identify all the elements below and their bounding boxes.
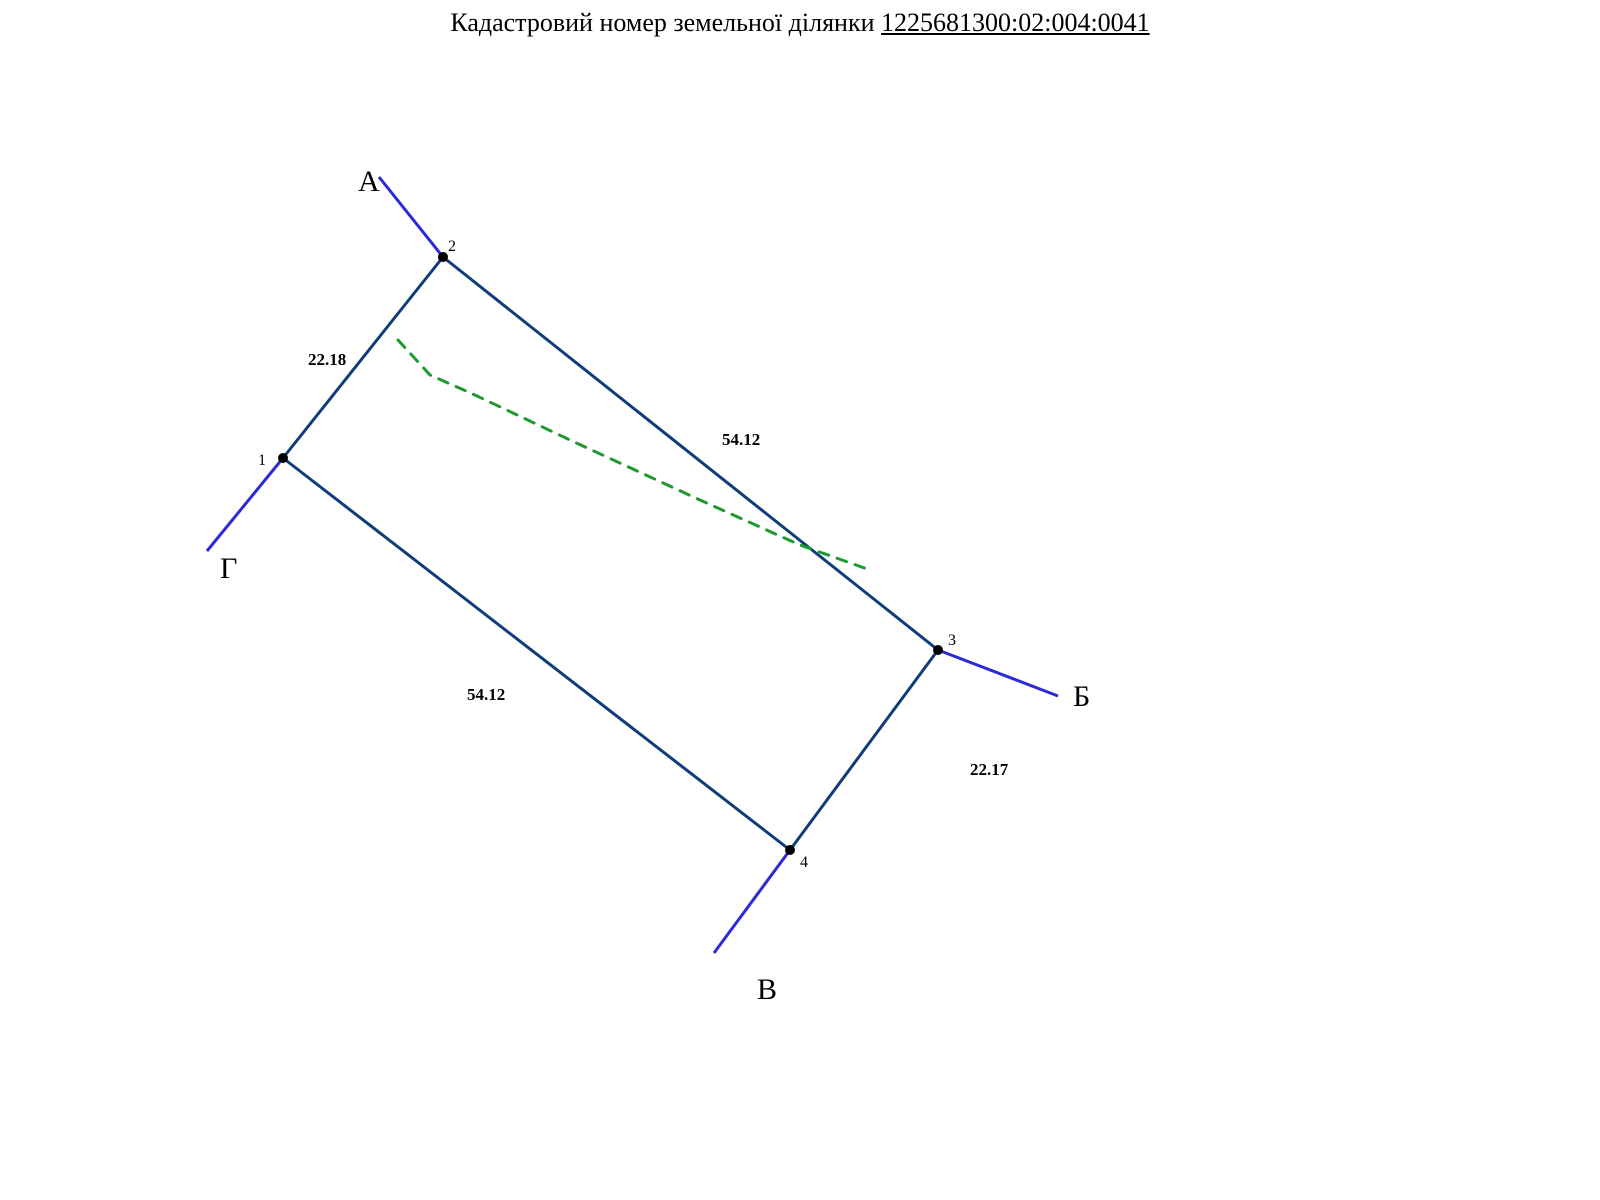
edge-length-label: 54.12 [722,430,760,450]
edge-length-label: 22.17 [970,760,1008,780]
point-id-label: 4 [800,854,808,872]
corner-letter: В [757,973,777,1007]
corner-point [278,453,288,463]
boundary-edge [790,650,938,850]
corner-point [438,252,448,262]
corner-letter: Б [1073,680,1090,714]
boundary-edge [283,458,790,850]
boundary-edge [283,257,443,458]
extension-line [938,650,1058,696]
edge-length-label: 22.18 [308,350,346,370]
corner-point [933,645,943,655]
extension-line [207,458,283,551]
corner-point [785,845,795,855]
cadastral-diagram [0,0,1600,1200]
corner-letter: Г [220,552,237,586]
extension-line [714,850,790,953]
corner-letter: А [358,165,380,199]
boundary-edge [443,257,938,650]
extension-line [379,177,443,257]
point-id-label: 1 [258,452,266,470]
dashed-division-line [398,340,870,570]
point-id-label: 3 [948,632,956,650]
edge-length-label: 54.12 [467,685,505,705]
point-id-label: 2 [448,238,456,256]
